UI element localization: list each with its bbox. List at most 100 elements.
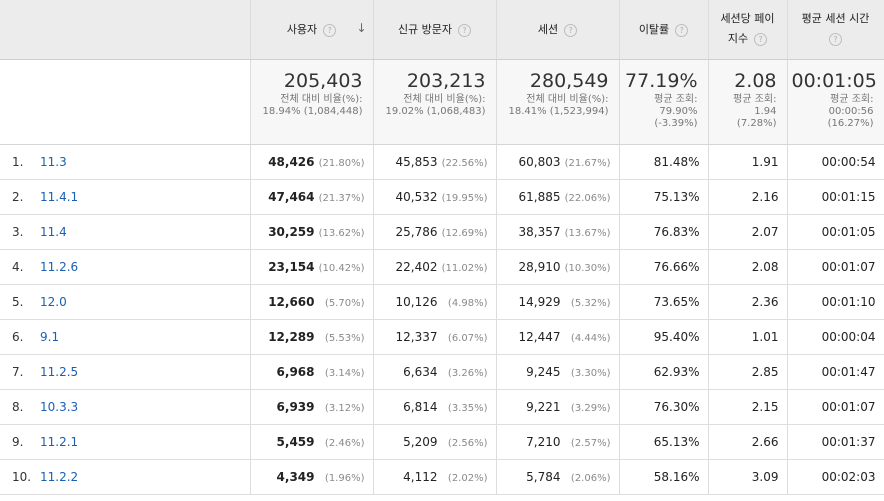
dimension-cell: 1. 11.3 xyxy=(0,144,251,180)
os-version-link[interactable]: 11.4 xyxy=(40,224,67,239)
summary-users-label: 전체 대비 비율(%): xyxy=(280,93,363,105)
help-icon[interactable]: ? xyxy=(458,23,472,37)
users-cell: 4,349 (1.96%) xyxy=(250,459,374,495)
sessions-value: 28,910 xyxy=(518,259,561,274)
sessions-cell: 7,210 (2.57%) xyxy=(496,424,620,460)
help-icon[interactable]: ? xyxy=(323,23,337,37)
users-value: 47,464 xyxy=(268,189,315,204)
summary-bounce-rate-avg: 79.90% xyxy=(659,105,698,117)
os-version-link[interactable]: 11.2.2 xyxy=(40,469,79,484)
help-icon[interactable]: ? xyxy=(754,32,768,46)
new-visitors-percent: (19.95%) xyxy=(441,192,488,204)
dimension-cell: 10. 11.2.2 xyxy=(0,459,251,495)
os-version-link[interactable]: 11.2.6 xyxy=(40,259,79,274)
header-avg-session-duration[interactable]: 평균 세션 시간 ? xyxy=(787,0,884,60)
sessions-percent: (2.06%) xyxy=(570,472,611,484)
help-icon[interactable]: ? xyxy=(564,23,578,37)
summary-pps-avg: 1.94 xyxy=(754,105,777,117)
users-percent: (2.46%) xyxy=(324,437,365,449)
users-value: 4,349 xyxy=(276,469,315,484)
new-visitors-cell: 12,337 (6.07%) xyxy=(373,319,497,355)
header-sessions[interactable]: 세션? xyxy=(496,0,620,60)
avg-session-duration-cell: 00:01:10 xyxy=(787,284,884,320)
sessions-cell: 28,910 (10.30%) xyxy=(496,249,620,285)
os-version-link[interactable]: 10.3.3 xyxy=(40,399,79,414)
sessions-value: 14,929 xyxy=(518,294,561,309)
bounce-rate-cell: 75.13% xyxy=(619,179,709,215)
summary-users: 205,403 전체 대비 비율(%): 18.94% (1,084,448) xyxy=(250,59,374,145)
users-cell: 12,660 (5.70%) xyxy=(250,284,374,320)
help-icon[interactable]: ? xyxy=(675,23,689,37)
sort-descending-icon[interactable]: ↓ xyxy=(356,21,367,35)
avg-session-duration-cell: 00:01:07 xyxy=(787,389,884,425)
sessions-cell: 9,221 (3.29%) xyxy=(496,389,620,425)
sessions-value: 5,784 xyxy=(526,469,561,484)
table-row: 6. 9.1 12,289 (5.53%) 12,337 (6.07%) 12,447 (4.… xyxy=(0,319,884,355)
new-visitors-cell: 22,402 (11.02%) xyxy=(373,249,497,285)
summary-sessions-label: 전체 대비 비율(%): xyxy=(526,93,609,105)
bounce-rate-cell: 76.30% xyxy=(619,389,709,425)
users-percent: (1.96%) xyxy=(324,472,365,484)
users-cell: 48,426 (21.80%) xyxy=(250,144,374,180)
dimension-cell: 8. 10.3.3 xyxy=(0,389,251,425)
new-visitors-value: 10,126 xyxy=(395,294,438,309)
bounce-rate-cell: 81.48% xyxy=(619,144,709,180)
dimension-cell: 9. 11.2.1 xyxy=(0,424,251,460)
summary-new-visitors-value: 203,213 xyxy=(406,69,486,92)
os-version-link[interactable]: 11.2.5 xyxy=(40,364,79,379)
header-pages-per-session[interactable]: 세션당 페이 지수? xyxy=(708,0,788,60)
users-value: 30,259 xyxy=(268,224,315,239)
new-visitors-percent: (12.69%) xyxy=(441,227,488,239)
users-cell: 5,459 (2.46%) xyxy=(250,424,374,460)
avg-session-duration-cell: 00:01:37 xyxy=(787,424,884,460)
summary-new-visitors-total: 19.02% (1,068,483) xyxy=(385,105,486,117)
os-version-link[interactable]: 11.3 xyxy=(40,154,67,169)
new-visitors-cell: 40,532 (19.95%) xyxy=(373,179,497,215)
os-version-link[interactable]: 12.0 xyxy=(40,294,67,309)
new-visitors-percent: (3.35%) xyxy=(447,402,488,414)
pages-per-session-cell: 1.01 xyxy=(708,319,788,355)
new-visitors-percent: (3.26%) xyxy=(447,367,488,379)
dimension-header xyxy=(0,0,251,60)
users-value: 5,459 xyxy=(276,434,315,449)
bounce-rate-cell: 73.65% xyxy=(619,284,709,320)
help-icon[interactable]: ? xyxy=(829,32,842,46)
sessions-value: 38,357 xyxy=(518,224,561,239)
users-percent: (5.70%) xyxy=(324,297,365,309)
sessions-value: 7,210 xyxy=(526,434,561,449)
summary-avg-session-value: 00:01:05 xyxy=(791,69,877,92)
row-index: 10. xyxy=(12,469,32,484)
new-visitors-cell: 4,112 (2.02%) xyxy=(373,459,497,495)
summary-bounce-rate-value: 77.19% xyxy=(625,69,698,92)
sessions-percent: (10.30%) xyxy=(564,262,611,274)
sessions-value: 12,447 xyxy=(518,329,561,344)
avg-session-duration-cell: 00:01:05 xyxy=(787,214,884,250)
new-visitors-value: 40,532 xyxy=(395,189,438,204)
header-users[interactable]: 사용자? ↓ xyxy=(250,0,374,60)
dimension-cell: 6. 9.1 xyxy=(0,319,251,355)
header-bounce-rate[interactable]: 이탈률? xyxy=(619,0,709,60)
row-index: 1. xyxy=(12,154,24,169)
new-visitors-percent: (11.02%) xyxy=(441,262,488,274)
users-value: 12,660 xyxy=(268,294,315,309)
sessions-percent: (5.32%) xyxy=(570,297,611,309)
sessions-value: 61,885 xyxy=(518,189,561,204)
table-row: 4. 11.2.6 23,154 (10.42%) 22,402 (11.02%) 28,9… xyxy=(0,249,884,285)
os-version-link[interactable]: 11.2.1 xyxy=(40,434,79,449)
dimension-cell: 2. 11.4.1 xyxy=(0,179,251,215)
sessions-percent: (3.29%) xyxy=(570,402,611,414)
os-version-link[interactable]: 9.1 xyxy=(40,329,60,344)
users-value: 23,154 xyxy=(268,259,315,274)
sessions-percent: (22.06%) xyxy=(564,192,611,204)
header-new-visitors[interactable]: 신규 방문자? xyxy=(373,0,497,60)
new-visitors-percent: (4.98%) xyxy=(447,297,488,309)
header-new-visitors-label: 신규 방문자 xyxy=(397,23,453,37)
sessions-percent: (21.67%) xyxy=(564,157,611,169)
sessions-cell: 5,784 (2.06%) xyxy=(496,459,620,495)
table-row: 5. 12.0 12,660 (5.70%) 10,126 (4.98%) 14,929 (5… xyxy=(0,284,884,320)
os-version-link[interactable]: 11.4.1 xyxy=(40,189,79,204)
header-sessions-label: 세션 xyxy=(537,23,559,37)
users-cell: 30,259 (13.62%) xyxy=(250,214,374,250)
summary-sessions-value: 280,549 xyxy=(529,69,609,92)
summary-avg-session-label: 평균 조회: xyxy=(830,93,874,105)
